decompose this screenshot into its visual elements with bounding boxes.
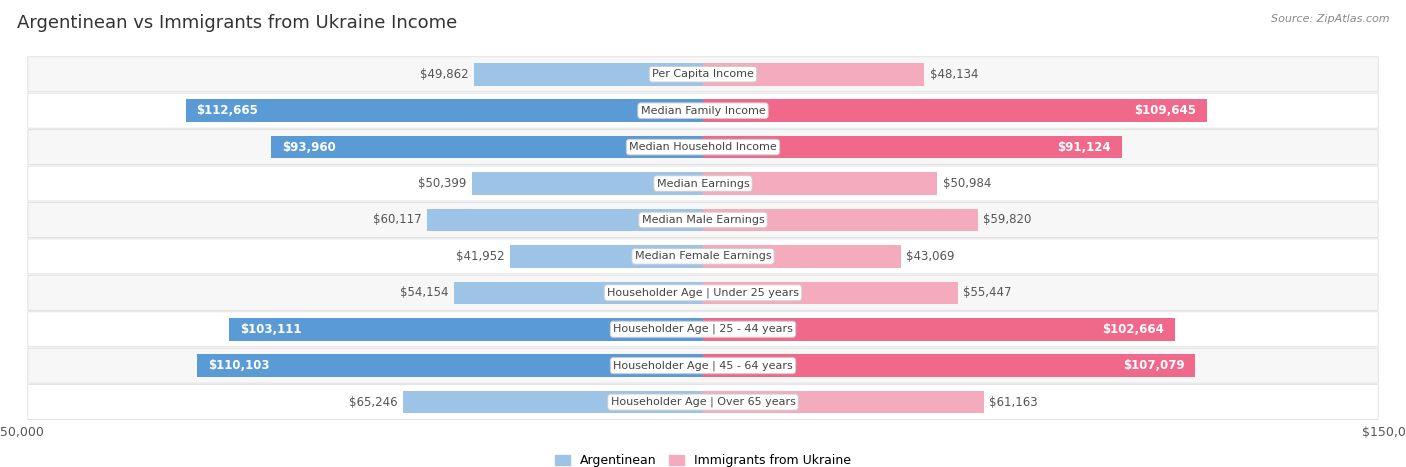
Bar [703,172,938,195]
Text: Median Household Income: Median Household Income [628,142,778,152]
Text: Householder Age | Over 65 years: Householder Age | Over 65 years [610,397,796,407]
Bar [186,99,703,122]
Text: $59,820: $59,820 [983,213,1032,226]
Bar [703,63,924,85]
Text: $102,664: $102,664 [1102,323,1164,336]
Text: $91,124: $91,124 [1057,141,1111,154]
FancyBboxPatch shape [28,239,1378,274]
Text: Median Female Earnings: Median Female Earnings [634,251,772,262]
Bar [197,354,703,377]
Text: Householder Age | 45 - 64 years: Householder Age | 45 - 64 years [613,361,793,371]
Text: $112,665: $112,665 [195,104,257,117]
FancyBboxPatch shape [28,93,1378,128]
Bar [703,391,984,413]
Text: Householder Age | 25 - 44 years: Householder Age | 25 - 44 years [613,324,793,334]
FancyBboxPatch shape [28,276,1378,310]
Text: $48,134: $48,134 [929,68,979,81]
Bar [271,136,703,158]
Text: $50,984: $50,984 [942,177,991,190]
Bar [703,245,901,268]
Text: Source: ZipAtlas.com: Source: ZipAtlas.com [1271,14,1389,24]
Bar [703,136,1122,158]
Bar [471,172,703,195]
Text: $110,103: $110,103 [208,359,269,372]
FancyBboxPatch shape [28,312,1378,347]
Bar [510,245,703,268]
FancyBboxPatch shape [28,130,1378,164]
Bar [474,63,703,85]
Bar [703,99,1206,122]
Bar [703,318,1174,340]
FancyBboxPatch shape [28,385,1378,419]
Text: $60,117: $60,117 [373,213,422,226]
Text: $93,960: $93,960 [281,141,336,154]
Bar [454,282,703,304]
Bar [703,354,1195,377]
Text: $103,111: $103,111 [240,323,301,336]
Legend: Argentinean, Immigrants from Ukraine: Argentinean, Immigrants from Ukraine [550,449,856,467]
Text: Median Male Earnings: Median Male Earnings [641,215,765,225]
Bar [229,318,703,340]
FancyBboxPatch shape [28,203,1378,237]
Text: $49,862: $49,862 [420,68,468,81]
Text: Median Family Income: Median Family Income [641,106,765,116]
FancyBboxPatch shape [28,166,1378,201]
Text: $61,163: $61,163 [990,396,1038,409]
Text: $55,447: $55,447 [963,286,1012,299]
FancyBboxPatch shape [28,57,1378,92]
Text: Median Earnings: Median Earnings [657,178,749,189]
Bar [427,209,703,231]
Text: $65,246: $65,246 [349,396,398,409]
Text: Per Capita Income: Per Capita Income [652,69,754,79]
Bar [404,391,703,413]
Text: $41,952: $41,952 [456,250,505,263]
Text: $50,399: $50,399 [418,177,465,190]
Text: $54,154: $54,154 [401,286,449,299]
FancyBboxPatch shape [28,348,1378,383]
Bar [703,282,957,304]
Text: $43,069: $43,069 [907,250,955,263]
Text: Argentinean vs Immigrants from Ukraine Income: Argentinean vs Immigrants from Ukraine I… [17,14,457,32]
Text: Householder Age | Under 25 years: Householder Age | Under 25 years [607,288,799,298]
Text: $109,645: $109,645 [1135,104,1197,117]
Bar [703,209,977,231]
Text: $107,079: $107,079 [1123,359,1184,372]
